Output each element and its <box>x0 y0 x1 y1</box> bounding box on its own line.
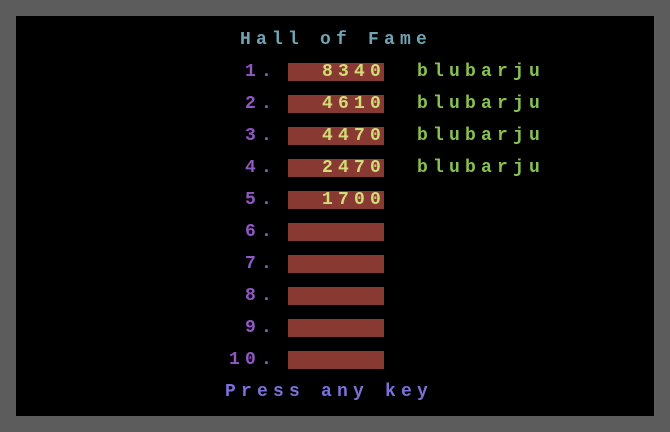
player-name: blubarju <box>417 126 546 146</box>
score-bar <box>288 351 384 369</box>
score: 1700 <box>321 190 386 210</box>
score-bar <box>288 287 384 305</box>
screen: Hall of Fame Press any key 1. 8340 blubarj… <box>16 16 654 416</box>
score: 4470 <box>321 126 386 146</box>
rank: 6. <box>244 222 277 242</box>
score-bar <box>288 63 384 81</box>
rank: 8. <box>244 286 277 306</box>
player-name: blubarju <box>417 62 546 82</box>
score-bar <box>288 191 384 209</box>
prompt: Press any key <box>225 382 434 402</box>
score: 2470 <box>321 158 386 178</box>
rank: 3. <box>244 126 277 146</box>
rank: 2. <box>244 94 277 114</box>
rank: 10. <box>228 350 277 370</box>
score-bar <box>288 319 384 337</box>
score-bar <box>288 159 384 177</box>
player-name: blubarju <box>417 94 546 114</box>
title: Hall of Fame <box>240 30 433 50</box>
score: 8340 <box>321 62 386 82</box>
score-bar <box>288 255 384 273</box>
score-bar <box>288 223 384 241</box>
rank: 5. <box>244 190 277 210</box>
score: 4610 <box>321 94 386 114</box>
rank: 1. <box>244 62 277 82</box>
rank: 4. <box>244 158 277 178</box>
player-name: blubarju <box>417 158 546 178</box>
score-bar <box>288 95 384 113</box>
score-bar <box>288 127 384 145</box>
rank: 7. <box>244 254 277 274</box>
rank: 9. <box>244 318 277 338</box>
